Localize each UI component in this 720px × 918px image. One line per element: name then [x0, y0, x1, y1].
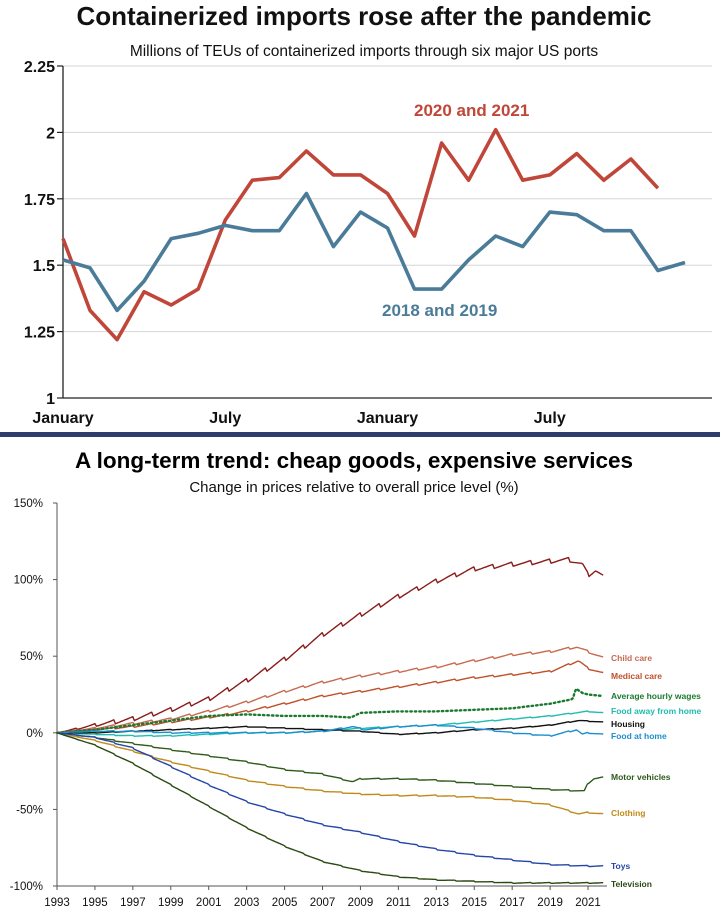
- y-tick-label: 1.75: [24, 192, 55, 209]
- x-tick-label: January: [32, 410, 93, 427]
- x-tick-label: 2009: [348, 897, 374, 909]
- prices-chart: A long-term trend: cheap goods, expensiv…: [10, 448, 702, 909]
- series-label-toys: Toys: [611, 861, 630, 871]
- x-tick-label: 2007: [310, 897, 336, 909]
- series-line-average-hourly-wages: [55, 687, 605, 734]
- x-tick-label: 2019: [537, 897, 563, 909]
- series-line-motor-vehicles: [56, 732, 604, 792]
- x-tick-label: 2021: [575, 897, 601, 909]
- y-tick-label: 0%: [26, 728, 43, 740]
- series-label-2020-2021: 2020 and 2021: [414, 101, 529, 120]
- series-label-average-hourly-wages: Average hourly wages: [611, 691, 701, 701]
- y-tick-label: 1.25: [24, 325, 55, 342]
- x-tick-label: 1997: [120, 897, 146, 909]
- x-tick-label: 1993: [44, 897, 70, 909]
- x-tick-label: 2003: [234, 897, 260, 909]
- y-tick-label: 150%: [14, 498, 43, 510]
- y-tick-label: 2: [46, 125, 55, 142]
- chart1-subtitle: Millions of TEUs of containerized import…: [130, 43, 599, 60]
- x-tick-label: January: [357, 410, 418, 427]
- series-label-2018-2019: 2018 and 2019: [382, 301, 497, 320]
- series-label-food-at-home: Food at home: [611, 731, 667, 741]
- y-tick-label: 50%: [20, 651, 43, 663]
- y-tick-label: 1.5: [33, 258, 55, 275]
- chart-divider: [0, 432, 720, 437]
- series-label-clothing: Clothing: [611, 808, 645, 818]
- imports-chart: Containerized imports rose after the pan…: [24, 1, 712, 427]
- series-label-television: Television: [611, 879, 652, 889]
- y-tick-label: 2.25: [24, 59, 55, 76]
- series-label-housing: Housing: [611, 719, 645, 729]
- x-tick-label: 2017: [499, 897, 525, 909]
- series-line-2018-and-2019: [62, 191, 686, 313]
- y-tick-label: 100%: [14, 575, 43, 587]
- series-label-food-away-from-home: Food away from home: [611, 706, 701, 716]
- x-tick-label: July: [534, 410, 566, 427]
- series-label-motor-vehicles: Motor vehicles: [611, 772, 671, 782]
- x-tick-label: 2015: [461, 897, 487, 909]
- x-tick-label: July: [209, 410, 241, 427]
- series-line-medical-care: [56, 660, 604, 734]
- series-label-medical-care: Medical care: [611, 671, 662, 681]
- series-label-child-care: Child care: [611, 653, 652, 663]
- series-line-television: [56, 732, 604, 884]
- y-tick-label: -100%: [10, 881, 43, 893]
- x-tick-label: 2011: [386, 897, 411, 909]
- series-line-2020-and-2021: [61, 127, 660, 342]
- series-line-college-tuition-and-fees: [56, 556, 604, 734]
- chart2-title: A long-term trend: cheap goods, expensiv…: [75, 448, 633, 473]
- chart1-title: Containerized imports rose after the pan…: [76, 1, 651, 31]
- chart2-subtitle: Change in prices relative to overall pri…: [189, 479, 518, 496]
- x-tick-label: 1999: [158, 897, 184, 909]
- y-tick-label: 1: [46, 391, 55, 408]
- series-line-food-at-home: [57, 723, 604, 737]
- x-tick-label: 2005: [272, 897, 298, 909]
- series-line-toys: [56, 732, 604, 868]
- x-tick-label: 2001: [196, 897, 222, 909]
- x-tick-label: 1995: [82, 897, 108, 909]
- y-tick-label: -50%: [16, 804, 43, 816]
- series-line-child-care: [56, 646, 604, 734]
- x-tick-label: 2013: [424, 897, 450, 909]
